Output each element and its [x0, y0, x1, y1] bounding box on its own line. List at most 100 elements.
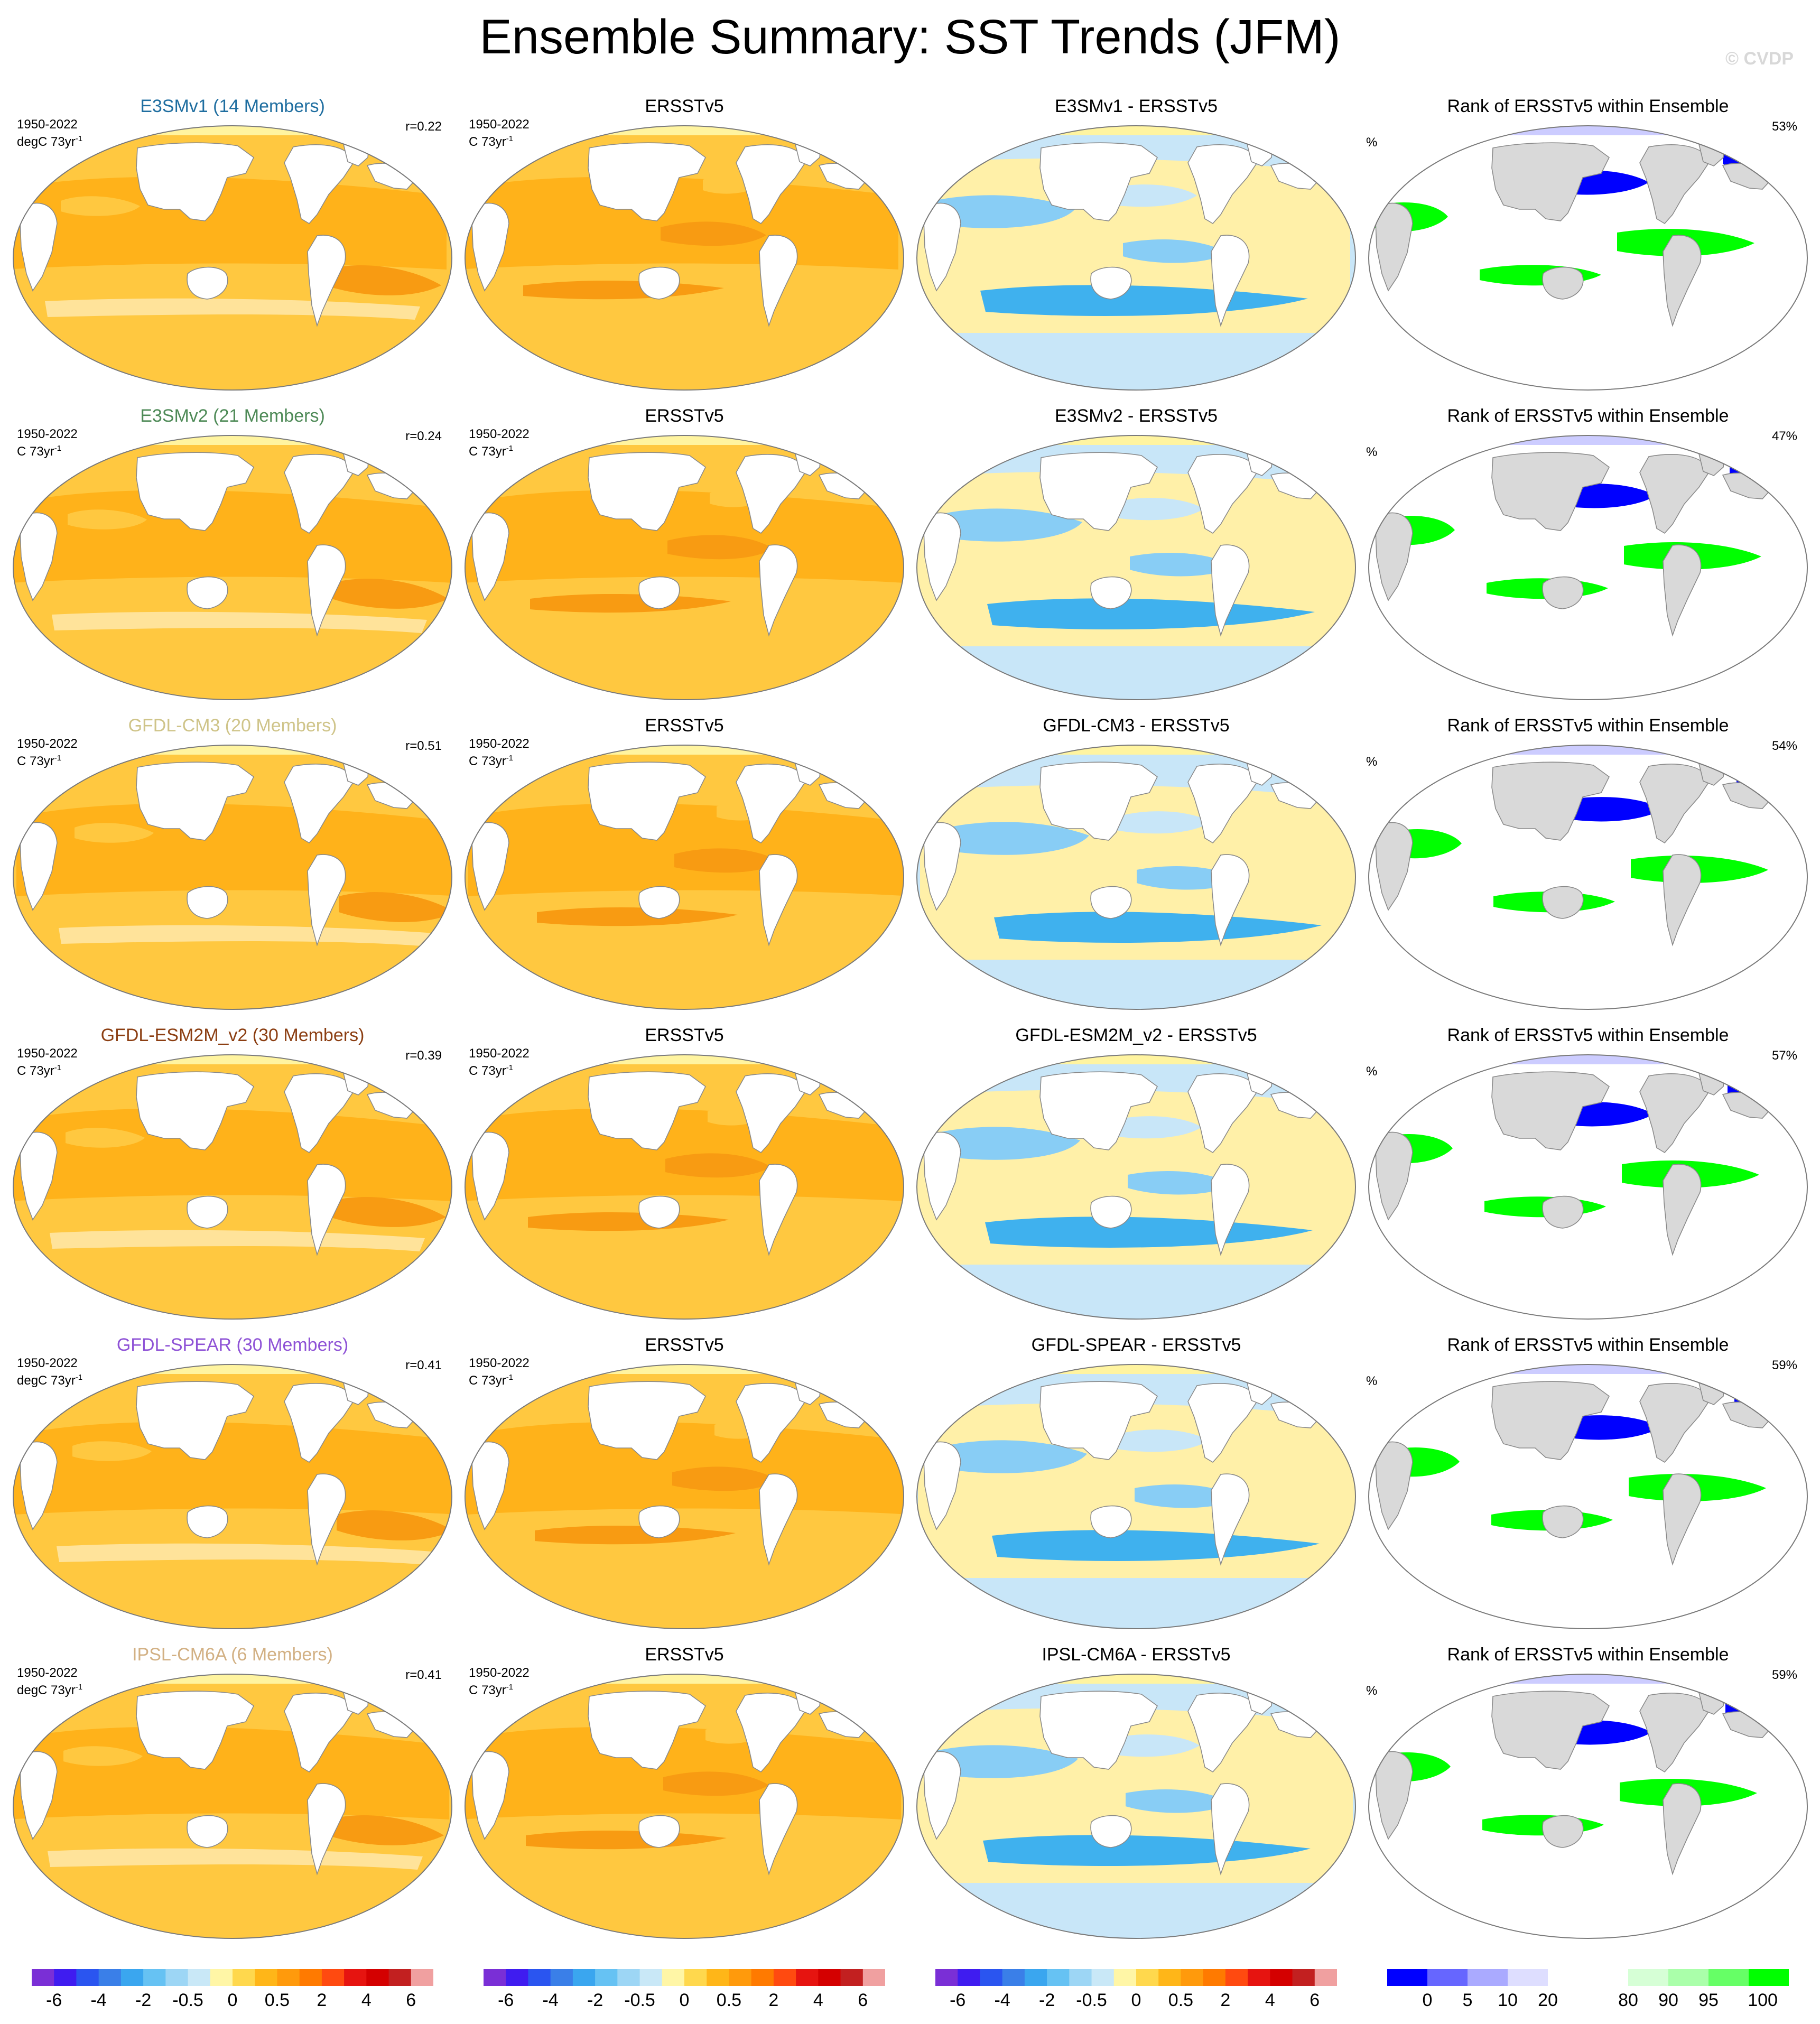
- trend-colorbar-swatch: [1069, 1969, 1092, 1986]
- trend-colorbar-swatch: [840, 1969, 863, 1986]
- africa-landmass: [471, 822, 509, 911]
- trend-colorbar-swatch: [1136, 1969, 1159, 1986]
- period-label: 1950-2022: [469, 1356, 530, 1370]
- period-label: 1950-2022: [469, 1666, 530, 1680]
- rank-colorbar-swatch: [1628, 1969, 1669, 1986]
- rank-panel: Rank of ERSSTv5 within Ensemble 59%%: [1361, 1645, 1815, 1954]
- model-map: [13, 1054, 452, 1320]
- figure-title: Ensemble Summary: SST Trends (JFM): [479, 10, 1341, 64]
- africa-landmass: [1375, 822, 1413, 911]
- trend-colorbar-swatch: [662, 1969, 685, 1986]
- rank-map: [1368, 1674, 1808, 1939]
- period-label: 1950-2022: [469, 737, 530, 751]
- asia-landmass: [136, 1381, 255, 1460]
- africa-landmass: [923, 1131, 961, 1221]
- rank-panel: Rank of ERSSTv5 within Ensemble 47%%: [1361, 406, 1815, 715]
- asia-landmass: [136, 1691, 255, 1770]
- units-label: C 73yr-1: [17, 751, 61, 768]
- australia-landmass: [1542, 1505, 1584, 1538]
- diff-map: [916, 435, 1356, 700]
- rank-tick-label: 90: [1658, 1990, 1678, 2010]
- colorbar-tick-label: -0.5: [1076, 1990, 1107, 2010]
- australia-landmass: [1090, 266, 1132, 300]
- model-title: GFDL-CM3 (20 Members): [128, 716, 337, 736]
- africa-landmass: [471, 512, 509, 601]
- asia-landmass: [1039, 1071, 1158, 1150]
- units-exponent: -1: [506, 754, 514, 763]
- units-exponent: -1: [54, 1063, 62, 1072]
- period-label: 1950-2022: [469, 427, 530, 441]
- trend-colorbar-swatch: [411, 1969, 433, 1986]
- obs-map: [465, 435, 904, 700]
- obs-map: [465, 745, 904, 1010]
- model-title: GFDL-ESM2M_v2 (30 Members): [100, 1025, 365, 1045]
- australia-landmass: [1090, 886, 1132, 919]
- percent-unit: %: [1366, 445, 1378, 459]
- australia-landmass: [1090, 1815, 1132, 1848]
- trend-colorbar-swatch: [1270, 1969, 1293, 1986]
- rank-panel: Rank of ERSSTv5 within Ensemble 54%%: [1361, 716, 1815, 1025]
- rank-colorbar-swatch: [1708, 1969, 1749, 1986]
- australia-landmass: [1090, 576, 1132, 609]
- trend-colorbar-swatch: [76, 1969, 99, 1986]
- trend-colorbar-swatch: [617, 1969, 640, 1986]
- trend-colorbar-3: -6 -4 -2 -0.5 0 0.5 2 4 6: [935, 1969, 1337, 2017]
- units-label: degC 73yr-1: [17, 1680, 82, 1697]
- australia-landmass: [1542, 266, 1584, 300]
- rank-title: Rank of ERSSTv5 within Ensemble: [1447, 1335, 1729, 1355]
- asia-landmass: [588, 762, 707, 841]
- pattern-correlation: r=0.51: [405, 739, 442, 753]
- colorbar-tick-label: 2: [768, 1990, 779, 2010]
- trend-colorbar-swatch: [299, 1969, 322, 1986]
- units-text: C 73yr: [17, 754, 54, 768]
- colorbar-tick-label: 6: [858, 1990, 868, 2010]
- asia-landmass: [588, 1381, 707, 1460]
- obs-panel: ERSSTv5 1950-2022 C 73yr-1: [457, 96, 912, 405]
- asia-landmass: [1491, 1381, 1610, 1460]
- obs-panel: ERSSTv5 1950-2022 C 73yr-1: [457, 1025, 912, 1334]
- trend-colorbar-swatch: [233, 1969, 255, 1986]
- rank-colorbar-swatches: [1387, 1969, 1789, 1986]
- samerica-landmass: [1211, 1783, 1250, 1876]
- colorbar-tick-label: -6: [498, 1990, 514, 2010]
- samerica-landmass: [1211, 854, 1250, 946]
- trend-colorbar-swatch: [484, 1969, 506, 1986]
- asia-landmass: [136, 142, 255, 221]
- units-exponent: -1: [54, 444, 62, 453]
- trend-colorbar-swatch: [165, 1969, 189, 1986]
- colorbar-tick-label: -2: [135, 1990, 152, 2010]
- obs-title: ERSSTv5: [645, 716, 724, 736]
- trend-colorbar-swatch: [980, 1969, 1003, 1986]
- samerica-landmass: [307, 544, 346, 637]
- rank-map: [1368, 435, 1808, 700]
- australia-landmass: [187, 266, 228, 300]
- diff-panel: GFDL-CM3 - ERSSTv5: [909, 716, 1363, 1025]
- trend-colorbar-swatch: [818, 1969, 841, 1986]
- rank-tick-label: 0: [1422, 1990, 1433, 2010]
- diff-map: [916, 745, 1356, 1010]
- model-panel: E3SMv1 (14 Members) 1950-2022 degC 73yr-1 r…: [5, 96, 460, 405]
- africa-landmass: [20, 512, 58, 601]
- trend-colorbar-swatch: [1002, 1969, 1025, 1986]
- samerica-landmass: [307, 854, 346, 946]
- diff-title: E3SMv1 - ERSSTv5: [1055, 96, 1218, 116]
- model-map: [13, 1674, 452, 1939]
- units-label: C 73yr-1: [469, 1680, 513, 1697]
- trend-colorbar-swatches: [484, 1969, 885, 1986]
- samerica-landmass: [307, 1783, 346, 1876]
- obs-title: ERSSTv5: [645, 1645, 724, 1665]
- units-text: C 73yr: [469, 1373, 506, 1388]
- diff-map: [916, 1364, 1356, 1629]
- diff-title: E3SMv2 - ERSSTv5: [1055, 406, 1218, 426]
- asia-landmass: [588, 1071, 707, 1150]
- model-map: [13, 435, 452, 700]
- units-exponent: -1: [506, 1063, 514, 1072]
- trend-colorbar-swatch: [1314, 1969, 1337, 1986]
- units-label: C 73yr-1: [17, 1061, 61, 1078]
- obs-map: [465, 1674, 904, 1939]
- obs-panel: ERSSTv5 1950-2022 C 73yr-1: [457, 716, 912, 1025]
- africa-landmass: [923, 1751, 961, 1840]
- colorbar-tick-label: -0.5: [172, 1990, 203, 2010]
- africa-landmass: [471, 202, 509, 292]
- units-exponent: -1: [506, 1683, 514, 1692]
